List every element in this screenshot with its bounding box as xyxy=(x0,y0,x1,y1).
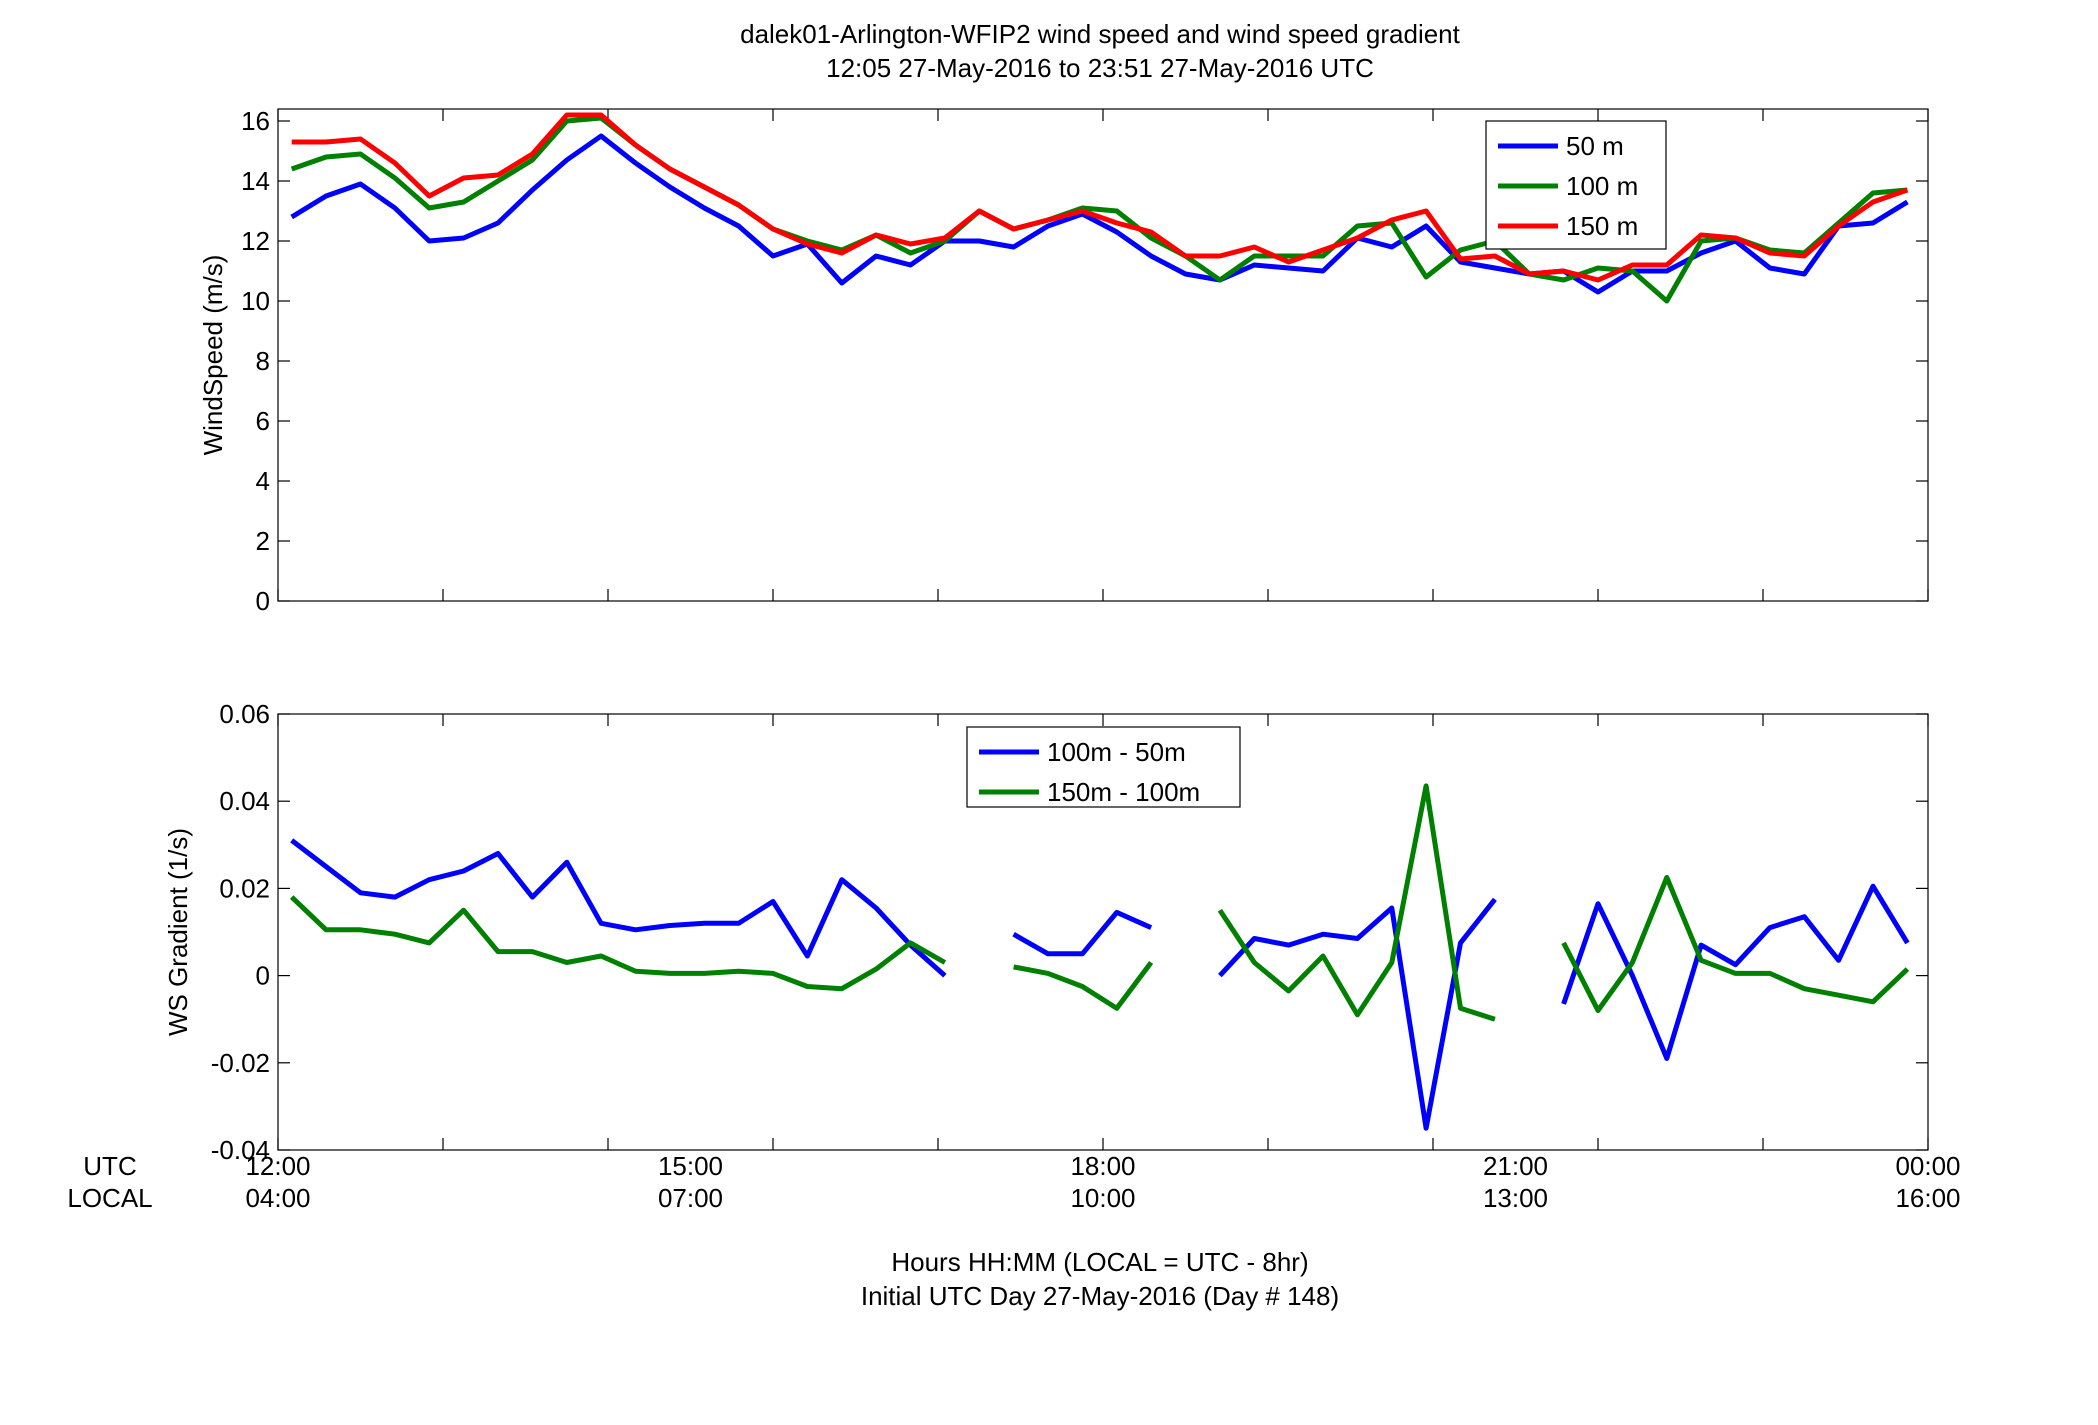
y-tick-label: 0.02 xyxy=(219,873,270,903)
y-tick-label: 0.04 xyxy=(219,786,270,816)
y-tick-label: 10 xyxy=(241,286,270,316)
x-axis-label: Hours HH:MM (LOCAL = UTC - 8hr) xyxy=(891,1247,1308,1277)
x-tick-label-utc: 18:00 xyxy=(1070,1151,1135,1181)
y-tick-label: 0 xyxy=(256,961,270,991)
series-line xyxy=(1561,875,1910,1013)
y-tick-label: 6 xyxy=(256,406,270,436)
y-tick-label: 16 xyxy=(241,106,270,136)
series-100m-50m xyxy=(290,838,1910,1131)
x-tick-label-utc: 00:00 xyxy=(1895,1151,1960,1181)
y-tick-label: 0 xyxy=(256,586,270,616)
x-tick-label-local: 13:00 xyxy=(1483,1183,1548,1213)
y-axis-label: WindSpeed (m/s) xyxy=(198,255,228,456)
legend-entry: 100 m xyxy=(1566,171,1638,201)
gradient-panel: -0.04 -0.02 0 0.02 0.04 0.06 WS Gradient (1/s)… xyxy=(163,699,1929,1165)
chart-subtitle: 12:05 27-May-2016 to 23:51 27-May-2016 U… xyxy=(826,53,1374,83)
series-line xyxy=(1217,783,1496,1022)
y-axis-label: WS Gradient (1/s) xyxy=(163,828,193,1036)
series-line xyxy=(1013,961,1154,1011)
series-line xyxy=(1218,897,1497,1131)
axes-box xyxy=(277,108,1929,602)
series-line xyxy=(1561,883,1910,1061)
legend: 50 m 100 m 150 m xyxy=(1485,120,1667,250)
local-row-label: LOCAL xyxy=(67,1183,152,1213)
y-tick-label: -0.04 xyxy=(211,1135,270,1165)
legend-entry: 100m - 50m xyxy=(1047,737,1186,767)
x-tick-label-local: 04:00 xyxy=(245,1183,310,1213)
legend: 100m - 50m 150m - 100m xyxy=(966,726,1241,808)
y-tick-label: 12 xyxy=(241,226,270,256)
x-tick-label-local: 16:00 xyxy=(1895,1183,1960,1213)
windspeed-panel: 0 2 4 6 8 10 12 14 16 WindSpeed (m/s) 50 m 100 m 150… xyxy=(198,106,1929,616)
chart-title: dalek01-Arlington-WFIP2 wind speed and w… xyxy=(740,19,1461,49)
y-tick-label: 14 xyxy=(241,166,270,196)
plot-area xyxy=(278,109,1928,601)
y-tick-label: 2 xyxy=(256,526,270,556)
x-tick-label-local: 10:00 xyxy=(1070,1183,1135,1213)
series-50-m xyxy=(290,133,1909,295)
series-line xyxy=(290,115,1908,304)
legend-entry: 150m - 100m xyxy=(1047,777,1200,807)
x-tick-label-utc: 15:00 xyxy=(658,1151,723,1181)
x-axis-sublabel: Initial UTC Day 27-May-2016 (Day # 148) xyxy=(861,1281,1339,1311)
series-150-m xyxy=(291,112,1909,283)
series-line xyxy=(1012,909,1153,957)
y-tick-label: 0.06 xyxy=(219,699,270,729)
series-line xyxy=(290,133,1909,295)
series-line xyxy=(289,895,947,992)
x-tick-label-local: 07:00 xyxy=(658,1183,723,1213)
y-tick-label: 8 xyxy=(256,346,270,376)
y-tick-label: -0.02 xyxy=(211,1048,270,1078)
y-tick-label: 4 xyxy=(256,466,270,496)
legend-entry: 50 m xyxy=(1566,131,1624,161)
series-100-m xyxy=(290,115,1908,304)
utc-row-label: UTC xyxy=(83,1151,136,1181)
axes-box xyxy=(277,713,1929,1151)
series-150m-100m xyxy=(289,783,1910,1022)
x-tick-label-utc: 21:00 xyxy=(1483,1151,1548,1181)
x-tick-label-utc: 12:00 xyxy=(245,1151,310,1181)
legend-entry: 150 m xyxy=(1566,211,1638,241)
series-line xyxy=(291,112,1909,283)
series-line xyxy=(290,838,947,978)
